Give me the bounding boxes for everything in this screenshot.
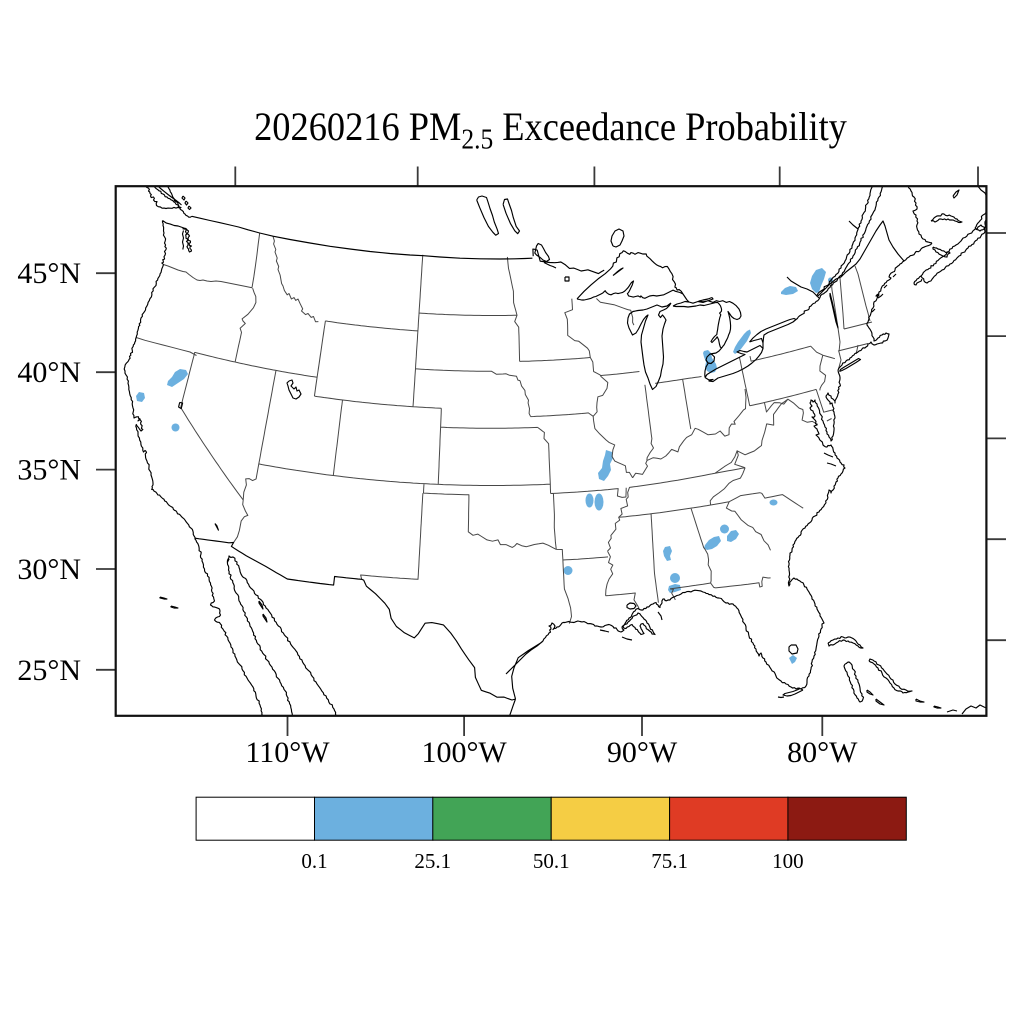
svg-text:30°N: 30°N [17,553,81,586]
svg-text:40°N: 40°N [17,356,81,389]
svg-text:20260216 PM2.5 Exceedance Prob: 20260216 PM2.5 Exceedance Probability [254,105,847,154]
svg-text:25.1: 25.1 [414,849,451,873]
svg-text:100: 100 [772,849,804,873]
svg-text:25°N: 25°N [17,654,81,687]
svg-text:100°W: 100°W [421,736,507,769]
svg-text:90°W: 90°W [607,736,678,769]
svg-text:45°N: 45°N [17,257,81,290]
svg-text:0.1: 0.1 [301,849,327,873]
svg-text:75.1: 75.1 [651,849,688,873]
svg-text:50.1: 50.1 [533,849,570,873]
svg-text:35°N: 35°N [17,454,81,487]
svg-text:80°W: 80°W [787,736,858,769]
svg-text:110°W: 110°W [245,736,330,769]
